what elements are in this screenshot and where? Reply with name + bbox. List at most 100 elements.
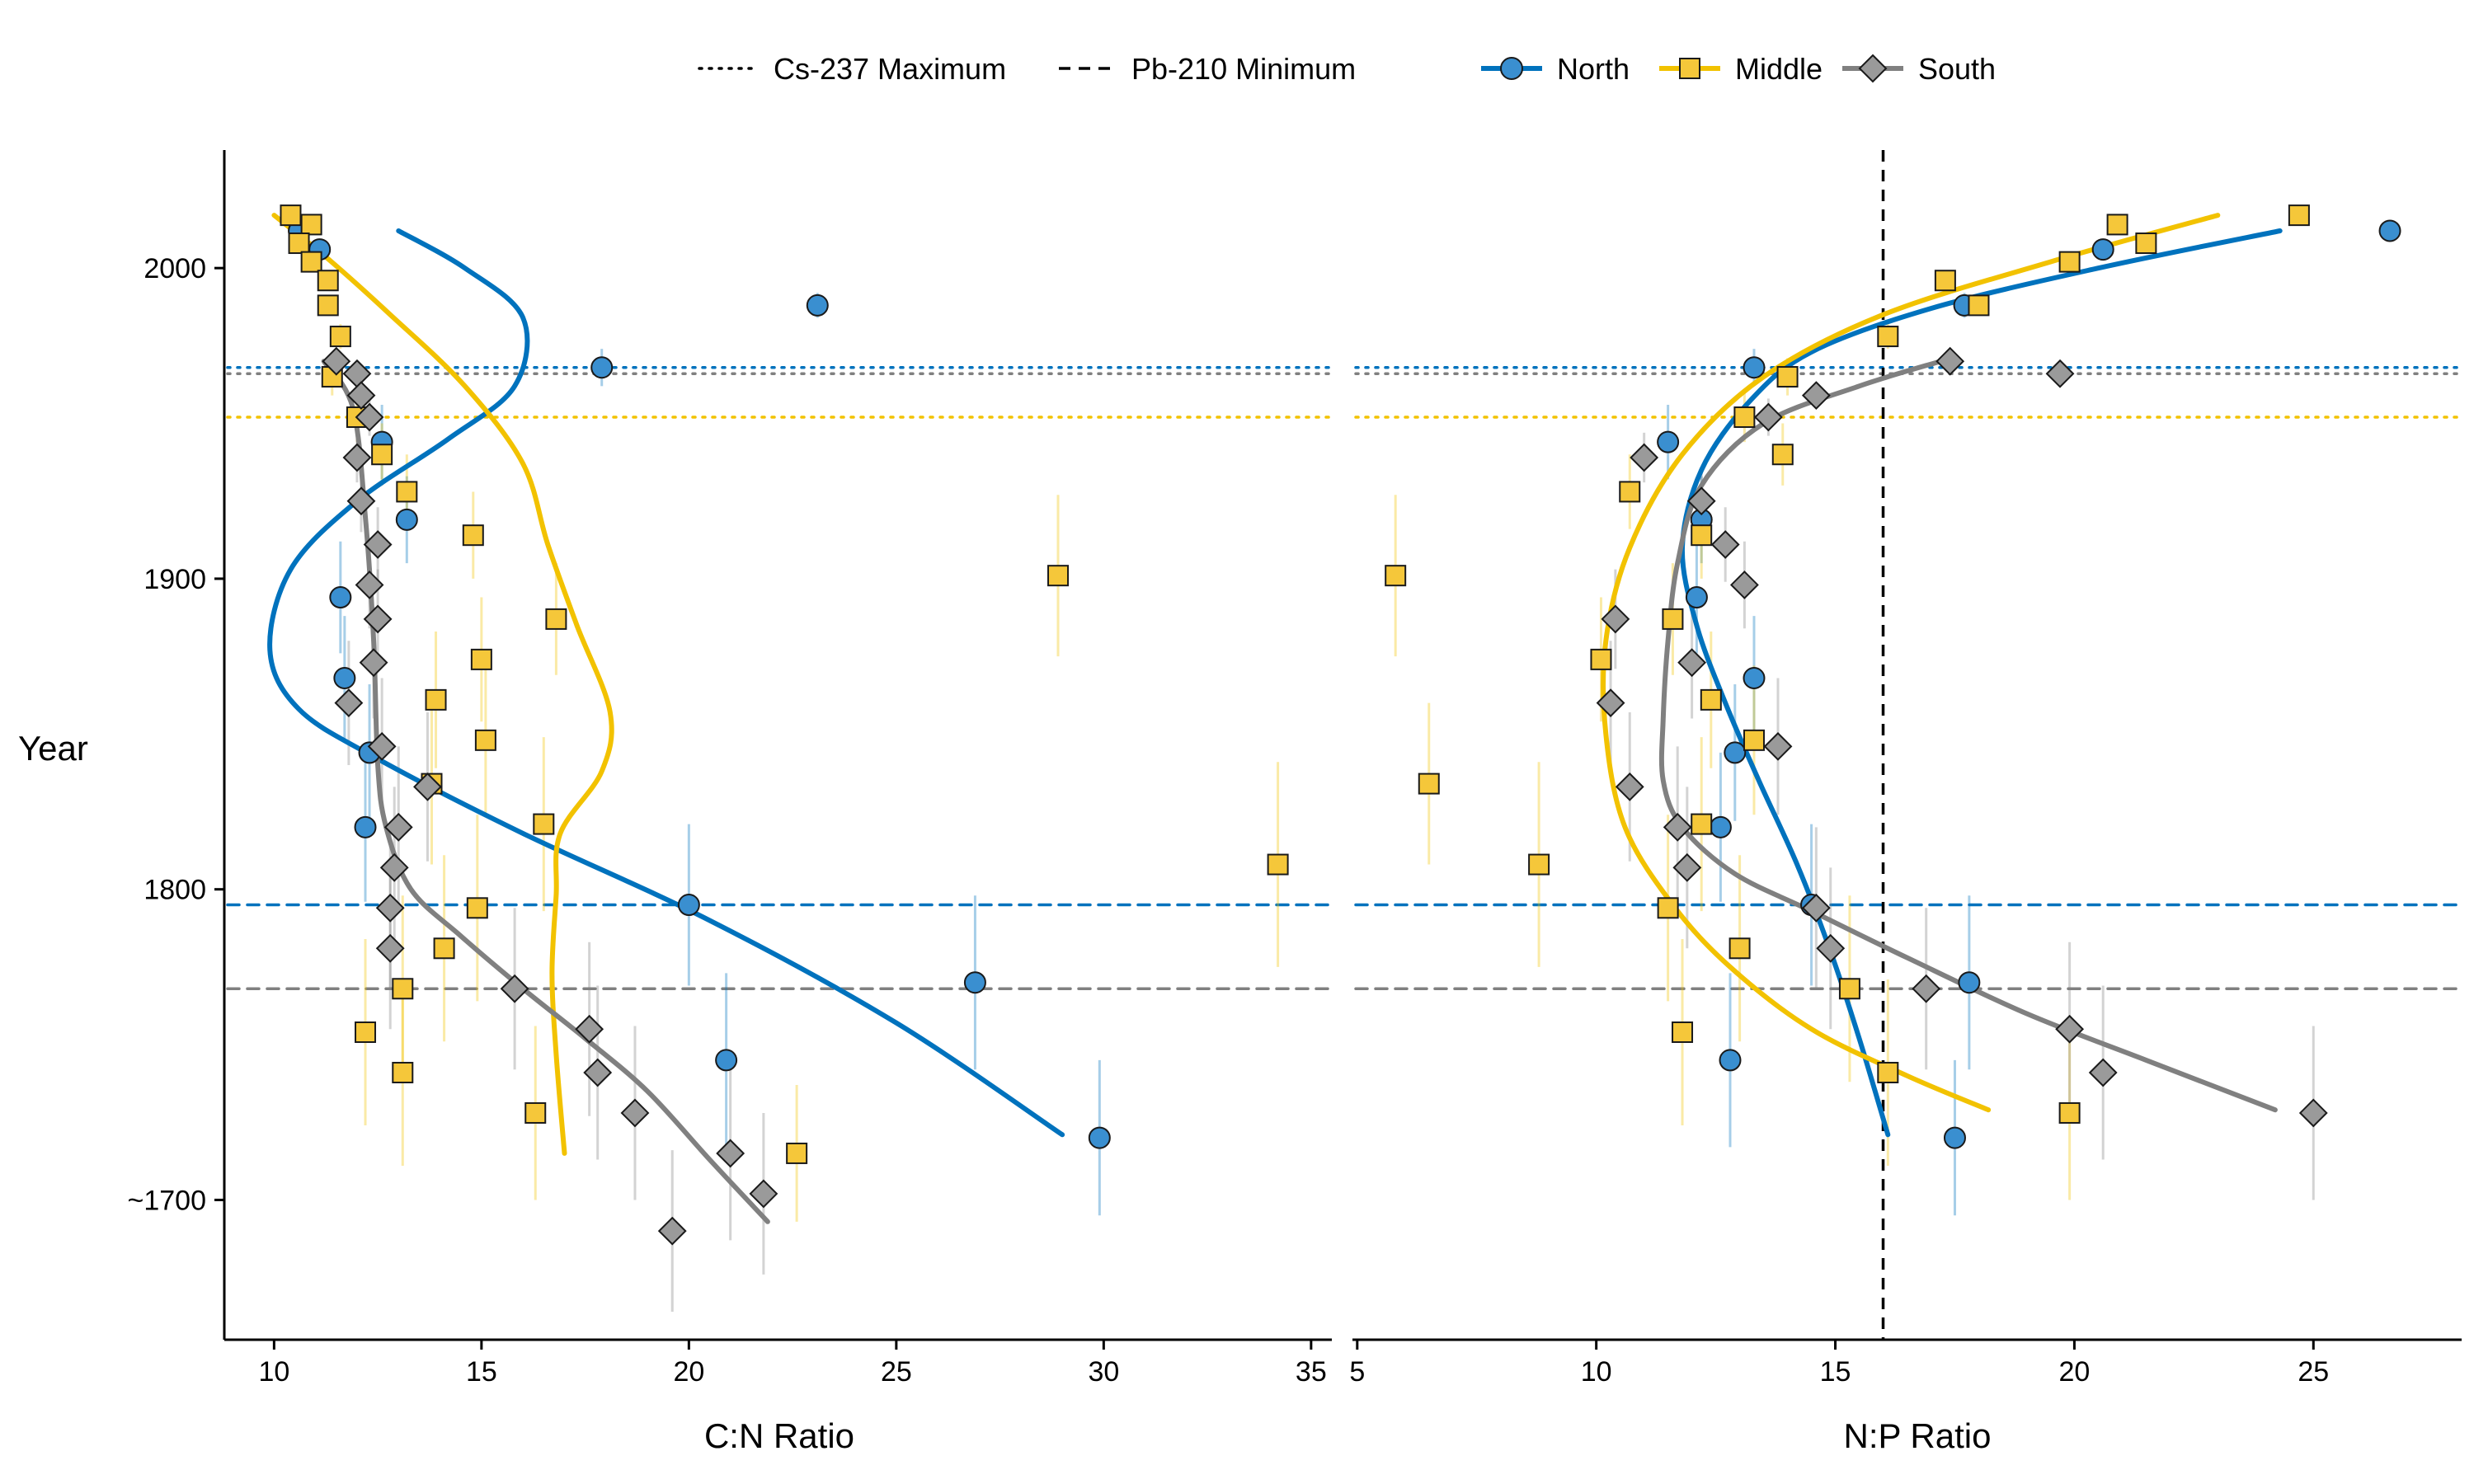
point-middle: [392, 978, 414, 1000]
fit-curve-south: [321, 359, 770, 1224]
point-middle: [2288, 204, 2310, 227]
legend-item-south: South: [1842, 52, 1996, 86]
point-north: [1743, 666, 1766, 689]
point-south: [2298, 1098, 2328, 1128]
point-north: [677, 894, 700, 917]
fit-curve-north: [267, 228, 1065, 1138]
point-middle: [1657, 897, 1679, 919]
point-north: [1943, 1126, 1966, 1149]
x-axis-title-np: N:P Ratio: [1844, 1416, 1992, 1455]
point-north: [715, 1049, 738, 1072]
fit-curve-middle: [1600, 213, 2221, 1113]
x-tick-label: 15: [466, 1356, 497, 1388]
point-middle: [1528, 853, 1550, 876]
legend-middle-marker: [1679, 58, 1700, 79]
x-tick-label: 25: [881, 1356, 912, 1388]
error-bars: [1394, 293, 2315, 1216]
point-middle: [1267, 853, 1289, 876]
point-middle: [425, 688, 447, 711]
x-tick-label: 10: [258, 1356, 289, 1388]
point-south: [2045, 359, 2075, 388]
point-south: [379, 852, 409, 882]
x-tick-label: 20: [2058, 1356, 2090, 1388]
point-north: [1685, 586, 1708, 609]
point-north: [1657, 430, 1680, 453]
data-points: [1385, 204, 2401, 1149]
point-middle: [300, 214, 322, 236]
point-middle: [1838, 978, 1860, 1000]
point-middle: [470, 648, 492, 670]
point-south: [1596, 688, 1625, 718]
point-middle: [2135, 232, 2157, 255]
point-south: [657, 1216, 687, 1246]
legend-label-north: North: [1557, 52, 1630, 86]
fit-curve-middle: [271, 213, 614, 1156]
y-tick-label: ~1700: [128, 1185, 207, 1216]
point-south: [413, 772, 442, 801]
x-tick-label: 20: [673, 1356, 704, 1388]
point-middle: [396, 481, 418, 503]
point-north: [1719, 1049, 1742, 1072]
point-south: [375, 893, 405, 923]
point-middle: [1776, 366, 1799, 388]
point-south: [334, 688, 364, 718]
point-north: [963, 971, 986, 994]
legend-label-south: South: [1918, 52, 1996, 86]
point-north: [1958, 971, 1981, 994]
y-tick-label: 1900: [143, 564, 206, 595]
point-middle: [1691, 813, 1713, 835]
point-south: [1686, 486, 1716, 516]
point-north: [333, 666, 356, 689]
point-north: [1088, 1126, 1111, 1149]
point-south: [1801, 893, 1831, 923]
point-north: [806, 294, 829, 317]
point-south: [575, 1014, 604, 1044]
reference-lines: [226, 365, 1330, 991]
x-tick-label: 35: [1296, 1356, 1327, 1388]
panel-np-ratio: 5 10 15 20 25 N:P Ratio: [1349, 150, 2462, 1455]
point-south: [342, 359, 372, 388]
point-south: [1710, 530, 1740, 559]
point-south: [1912, 974, 1941, 1003]
point-middle: [317, 294, 339, 317]
point-south: [346, 381, 376, 411]
x-tick-label: 5: [1349, 1356, 1365, 1388]
legend-item-cs237: Cs-237 Maximum: [698, 52, 1006, 86]
point-middle: [1662, 608, 1684, 630]
point-south: [359, 648, 388, 678]
point-middle: [1691, 524, 1713, 547]
point-north: [395, 508, 418, 531]
point-middle: [466, 897, 488, 919]
point-north: [590, 356, 614, 379]
point-north: [2091, 238, 2114, 261]
point-south: [620, 1098, 650, 1128]
point-south: [1801, 381, 1831, 411]
point-middle: [524, 1101, 547, 1124]
legend-label-cs237: Cs-237 Maximum: [774, 52, 1006, 86]
x-tick-label: 10: [1581, 1356, 1612, 1388]
point-south: [375, 933, 405, 963]
point-middle: [300, 251, 322, 273]
point-middle: [1590, 648, 1612, 670]
y-tick-label: 2000: [143, 253, 206, 284]
point-middle: [288, 232, 310, 255]
point-south: [1729, 571, 1759, 599]
point-south: [1935, 346, 1965, 376]
point-middle: [1968, 294, 1990, 317]
reference-lines: [1354, 365, 2460, 991]
point-south: [322, 346, 351, 376]
point-south: [2088, 1058, 2118, 1087]
point-south: [363, 604, 393, 634]
point-middle: [1771, 444, 1794, 466]
point-middle: [1700, 688, 1722, 711]
legend-label-middle: Middle: [1735, 52, 1823, 86]
point-south: [346, 486, 376, 516]
point-middle: [317, 270, 339, 292]
point-middle: [2106, 214, 2128, 236]
x-tick-label: 30: [1088, 1356, 1119, 1388]
point-middle: [1672, 1021, 1694, 1044]
point-middle: [433, 937, 455, 960]
fit-curves: [1600, 213, 2283, 1138]
